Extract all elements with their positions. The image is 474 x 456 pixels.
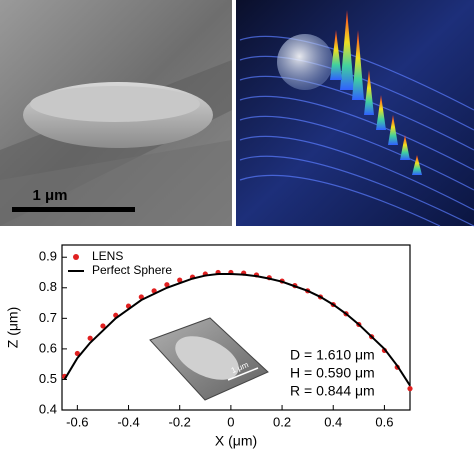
y-tick-label: 0.6 — [39, 340, 57, 355]
data-point — [407, 386, 413, 392]
data-point — [74, 350, 80, 357]
annotation: D = 1.610 μm — [290, 347, 375, 363]
inset-lens — [175, 336, 239, 380]
plot-frame — [61, 244, 411, 411]
chart: -0.6 -0.4 -0.2 0 0.2 0.4 0.6 0.4 0.5 0.6 0.7 0.8 0.9… — [5, 244, 413, 449]
sphere-line — [63, 273, 411, 387]
data-point — [100, 323, 106, 329]
data-point — [151, 288, 157, 294]
x-tick-label: 0.2 — [273, 414, 291, 429]
data-point — [177, 277, 183, 283]
x-tick-label: 0 — [227, 414, 234, 429]
data-point — [87, 335, 93, 341]
sem-panel: 1 μm — [0, 0, 232, 226]
scale-bar-label: 1 μm — [32, 187, 67, 204]
y-tick-label: 0.5 — [39, 371, 57, 386]
data-point — [164, 282, 170, 288]
y-tick-label: 0.7 — [39, 310, 57, 325]
annotation: R = 0.844 μm — [290, 383, 375, 399]
x-tick-label: 0.4 — [324, 414, 342, 429]
legend-swatch — [73, 254, 79, 260]
x-tick-label: -0.4 — [117, 414, 139, 429]
inset-scale-bar — [227, 367, 259, 381]
x-tick-label: -0.6 — [66, 414, 88, 429]
x-tick-label: -0.2 — [169, 414, 191, 429]
inset-image: 1 μm — [149, 317, 269, 401]
y-tick-label: 0.9 — [39, 249, 57, 264]
data-point — [138, 294, 144, 300]
x-axis-label: X (μm) — [215, 433, 257, 449]
x-tick-label: 0.6 — [375, 414, 393, 429]
legend-label: Perfect Sphere — [92, 263, 172, 277]
annotation: H = 0.590 μm — [290, 365, 375, 381]
y-axis-label: Z (μm) — [5, 307, 21, 349]
y-tick-label: 0.8 — [39, 279, 57, 294]
legend-label: LENS — [92, 249, 123, 263]
y-tick-label: 0.4 — [39, 401, 57, 416]
field-panel — [236, 0, 474, 227]
